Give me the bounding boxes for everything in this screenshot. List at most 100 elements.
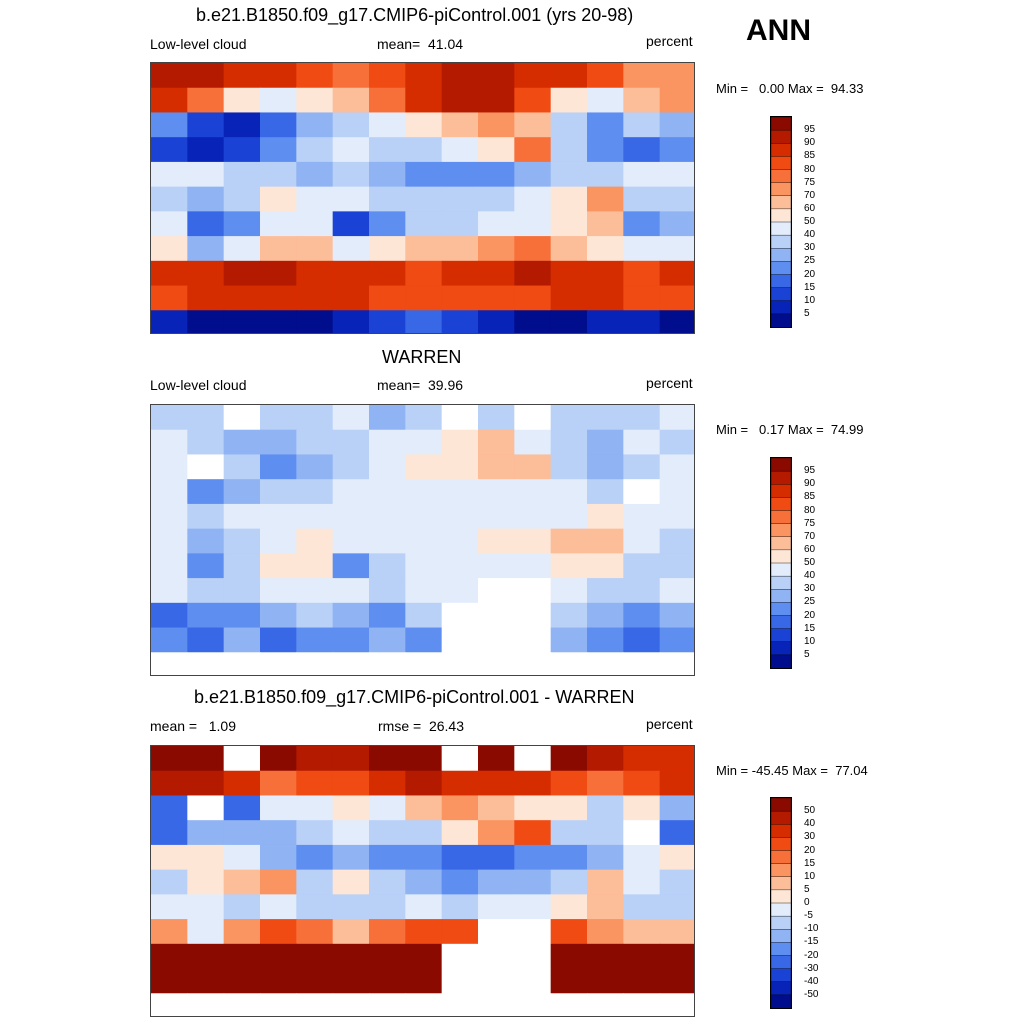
colorbar-tick-label: 60 bbox=[804, 543, 816, 555]
map-cell bbox=[405, 943, 443, 970]
colorbar-swatch bbox=[771, 484, 791, 498]
panel-2-map-svg bbox=[151, 405, 694, 675]
map-cell bbox=[332, 87, 370, 114]
map-cell bbox=[478, 236, 515, 262]
map-cell bbox=[151, 770, 188, 797]
map-cell bbox=[369, 602, 406, 629]
map-cell bbox=[550, 869, 588, 895]
map-cell bbox=[369, 820, 406, 846]
map-cell bbox=[659, 186, 694, 212]
map-cell bbox=[332, 429, 370, 456]
map-cell bbox=[623, 844, 661, 871]
map-cell bbox=[260, 746, 297, 772]
map-cell bbox=[550, 528, 588, 554]
map-cell bbox=[332, 943, 370, 970]
map-cell bbox=[405, 137, 443, 163]
map-cell bbox=[405, 770, 443, 797]
colorbar-swatch bbox=[771, 810, 791, 825]
colorbar-swatch bbox=[771, 274, 791, 289]
map-cell bbox=[659, 310, 694, 333]
map-cell bbox=[405, 652, 443, 675]
map-cell bbox=[151, 405, 188, 431]
map-cell bbox=[478, 844, 515, 871]
map-cell bbox=[514, 795, 552, 821]
map-cell bbox=[223, 968, 261, 994]
map-cell bbox=[260, 652, 297, 675]
map-cell bbox=[223, 137, 261, 163]
map-cell bbox=[659, 236, 694, 262]
map-cell bbox=[441, 161, 479, 188]
colorbar-tick-label: 5 bbox=[804, 883, 810, 895]
map-cell bbox=[623, 919, 661, 945]
colorbar-swatch bbox=[771, 248, 791, 262]
map-cell bbox=[405, 746, 443, 772]
map-cell bbox=[441, 844, 479, 871]
map-cell bbox=[151, 943, 188, 970]
map-cell bbox=[659, 112, 694, 138]
map-cell bbox=[260, 894, 297, 920]
map-cell bbox=[550, 968, 588, 994]
map-cell bbox=[296, 820, 334, 846]
map-cell bbox=[441, 602, 479, 629]
colorbar-tick-label: 50 bbox=[804, 805, 816, 817]
map-cell bbox=[187, 919, 225, 945]
map-cell bbox=[369, 405, 406, 431]
map-cell bbox=[550, 87, 588, 114]
map-cell bbox=[151, 993, 188, 1016]
map-cell bbox=[478, 652, 515, 675]
map-cell bbox=[659, 894, 694, 920]
map-cell bbox=[514, 310, 552, 333]
map-cell bbox=[369, 186, 406, 212]
map-cell bbox=[550, 770, 588, 797]
map-cell bbox=[369, 161, 406, 188]
map-cell bbox=[478, 454, 515, 480]
map-cell bbox=[260, 161, 297, 188]
map-cell bbox=[659, 528, 694, 554]
map-cell bbox=[405, 503, 443, 530]
colorbar-tick-label: 70 bbox=[804, 189, 816, 201]
map-cell bbox=[151, 454, 188, 480]
map-cell bbox=[659, 87, 694, 114]
map-cell bbox=[260, 919, 297, 945]
map-cell bbox=[332, 260, 370, 287]
map-cell bbox=[623, 503, 661, 530]
map-cell bbox=[187, 310, 225, 333]
map-cell bbox=[332, 993, 370, 1016]
map-cell bbox=[587, 63, 624, 89]
map-cell bbox=[332, 63, 370, 89]
map-cell bbox=[405, 795, 443, 821]
map-cell bbox=[587, 869, 624, 895]
map-cell bbox=[151, 869, 188, 895]
map-cell bbox=[550, 503, 588, 530]
map-cell bbox=[478, 919, 515, 945]
map-cell bbox=[514, 454, 552, 480]
map-cell bbox=[151, 236, 188, 262]
map-cell bbox=[369, 869, 406, 895]
map-cell bbox=[296, 770, 334, 797]
map-cell bbox=[587, 894, 624, 920]
map-cell bbox=[223, 285, 261, 311]
colorbar-tick-label: 50 bbox=[804, 557, 816, 568]
colorbar-tick-label: 25 bbox=[804, 596, 816, 608]
map-cell bbox=[441, 454, 479, 480]
colorbar-swatch bbox=[771, 628, 791, 643]
map-cell bbox=[550, 260, 588, 287]
colorbar-tick-label: 30 bbox=[804, 831, 816, 843]
map-cell bbox=[659, 553, 694, 579]
map-cell bbox=[405, 211, 443, 237]
map-cell bbox=[514, 820, 552, 846]
map-cell bbox=[623, 652, 661, 675]
map-cell bbox=[260, 186, 297, 212]
map-cell bbox=[151, 652, 188, 675]
map-cell bbox=[441, 310, 479, 333]
map-cell bbox=[659, 63, 694, 89]
map-cell bbox=[296, 968, 334, 994]
map-cell bbox=[369, 844, 406, 871]
map-cell bbox=[405, 894, 443, 920]
map-cell bbox=[151, 429, 188, 456]
map-cell bbox=[550, 919, 588, 945]
map-cell bbox=[369, 795, 406, 821]
map-cell bbox=[478, 63, 515, 89]
map-cell bbox=[478, 602, 515, 629]
map-cell bbox=[260, 137, 297, 163]
